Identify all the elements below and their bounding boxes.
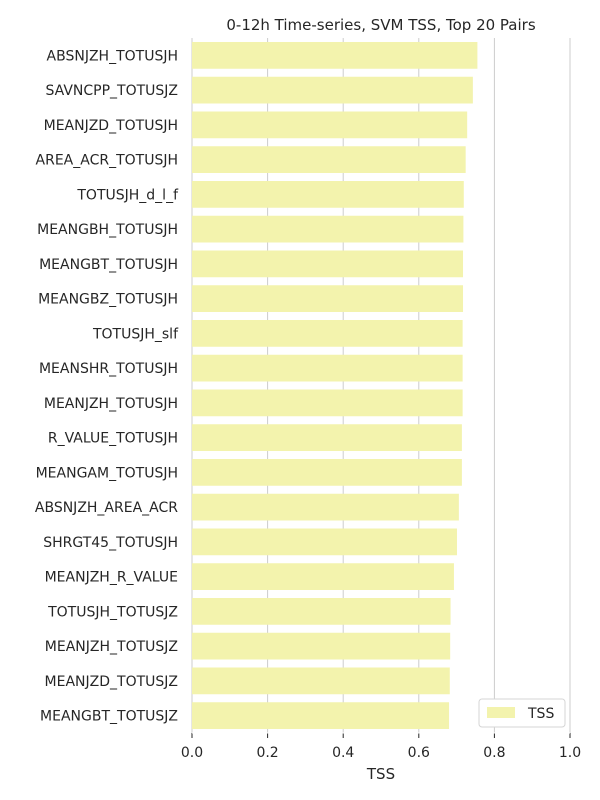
category-label: R_VALUE_TOTUSJH xyxy=(48,431,178,447)
bar xyxy=(192,702,450,730)
category-label: TOTUSJH_slf xyxy=(92,326,179,342)
bar xyxy=(192,250,464,278)
category-label: MEANJZH_R_VALUE xyxy=(45,570,178,586)
category-label: MEANSHR_TOTUSJH xyxy=(39,361,178,377)
chart-title: 0-12h Time-series, SVM TSS, Top 20 Pairs xyxy=(226,16,535,34)
x-axis-label: TSS xyxy=(366,765,395,783)
category-label: MEANGBT_TOTUSJH xyxy=(39,257,178,273)
x-tick-labels: 0.0 0.2 0.4 0.6 0.8 1.0 xyxy=(181,733,581,761)
bar xyxy=(192,667,450,695)
x-tick-label: 0.6 xyxy=(408,745,430,761)
category-labels: ABSNJZH_TOTUSJH SAVNCPP_TOTUSJZ MEANJZD_TO… xyxy=(35,48,179,724)
bar xyxy=(192,563,454,591)
category-label: SAVNCPP_TOTUSJZ xyxy=(45,83,178,99)
bar xyxy=(192,354,463,382)
x-tick-label: 1.0 xyxy=(559,745,581,761)
category-label: MEANGBZ_TOTUSJH xyxy=(38,292,178,308)
bar xyxy=(192,111,468,139)
category-label: MEANJZH_TOTUSJZ xyxy=(45,639,178,655)
bar xyxy=(192,319,463,347)
bar xyxy=(192,597,451,625)
bar xyxy=(192,632,451,660)
bar xyxy=(192,528,457,556)
category-label: MEANJZD_TOTUSJH xyxy=(44,118,178,134)
legend: TSS xyxy=(478,698,566,728)
category-label: TOTUSJH_TOTUSJZ xyxy=(47,604,178,620)
category-label: MEANGBT_TOTUSJZ xyxy=(40,709,178,725)
bar xyxy=(192,76,473,104)
legend-swatch xyxy=(487,707,515,718)
bar xyxy=(192,41,478,69)
x-tick-label: 0.0 xyxy=(181,745,203,761)
category-label: MEANGBH_TOTUSJH xyxy=(37,222,178,238)
x-tick-label: 0.8 xyxy=(483,745,505,761)
bar xyxy=(192,424,462,452)
category-label: TOTUSJH_d_l_f xyxy=(76,187,179,203)
bar xyxy=(192,180,464,208)
category-label: ABSNJZH_TOTUSJH xyxy=(47,48,178,64)
bar xyxy=(192,389,463,417)
bar xyxy=(192,458,462,486)
bar xyxy=(192,146,466,174)
category-label: AREA_ACR_TOTUSJH xyxy=(36,153,178,169)
legend-label: TSS xyxy=(527,706,554,722)
category-label: SHRGT45_TOTUSJH xyxy=(43,535,178,551)
bar xyxy=(192,493,459,521)
bar xyxy=(192,215,464,243)
grid-lines xyxy=(191,38,571,733)
legend-box xyxy=(478,698,566,728)
category-label: ABSNJZH_AREA_ACR xyxy=(35,500,178,516)
category-label: MEANJZH_TOTUSJH xyxy=(44,396,178,412)
x-tick-label: 0.4 xyxy=(332,745,354,761)
bars xyxy=(192,41,478,730)
category-label: MEANGAM_TOTUSJH xyxy=(36,465,178,481)
bar xyxy=(192,285,464,313)
category-label: MEANJZD_TOTUSJZ xyxy=(45,674,178,690)
x-tick-label: 0.2 xyxy=(256,745,278,761)
